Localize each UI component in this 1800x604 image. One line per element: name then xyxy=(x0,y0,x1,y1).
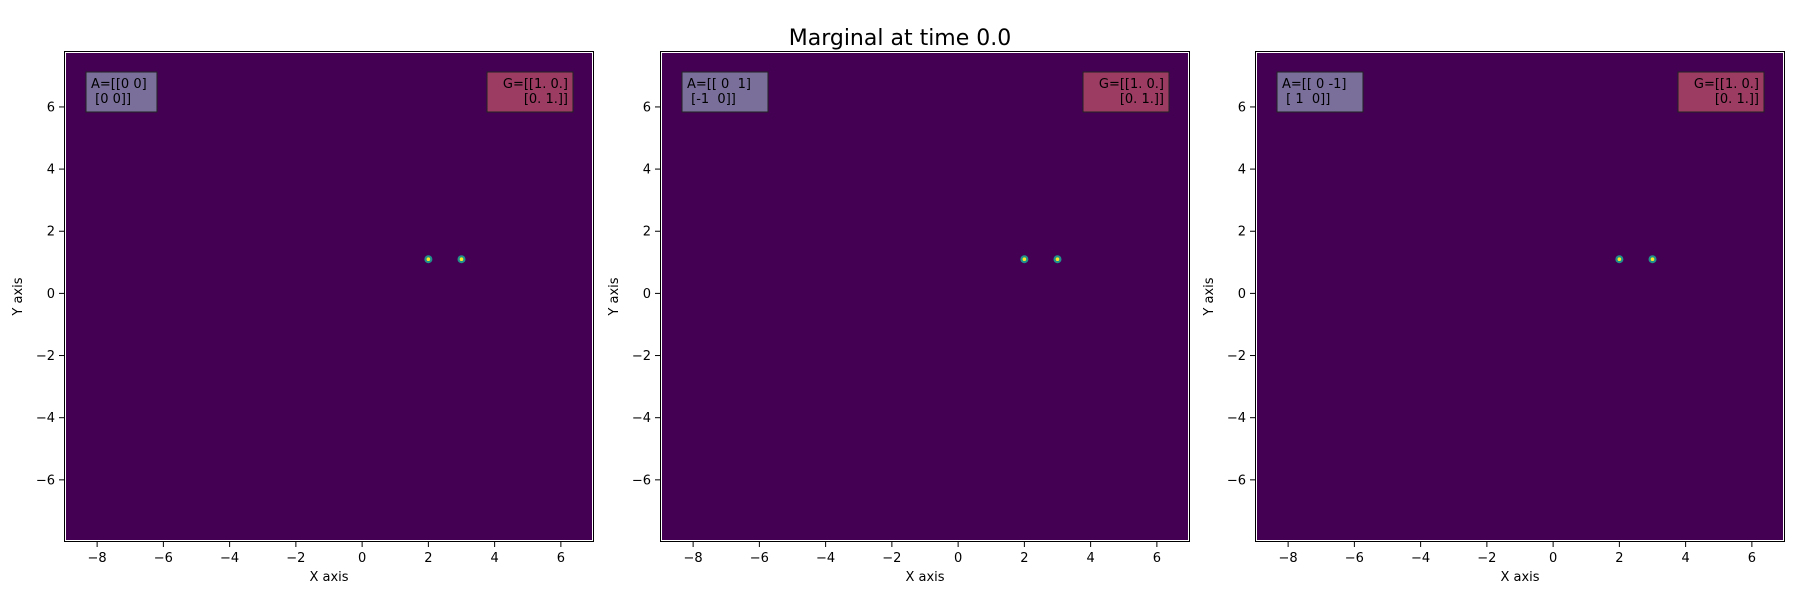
annotation-line: A=[[ 0 -1] xyxy=(1282,77,1347,92)
x-tick-label: −2 xyxy=(1477,551,1496,566)
annotation-line: [0 0]] xyxy=(91,92,131,107)
y-tick-label: −2 xyxy=(36,349,55,364)
data-point-core xyxy=(1617,257,1622,262)
x-tick-label: −2 xyxy=(882,551,901,566)
y-axis-label: Y axis xyxy=(11,277,26,316)
y-axis-label: Y axis xyxy=(1202,277,1217,316)
annotation-line: G=[[1. 0.] xyxy=(503,77,568,92)
x-tick-label: 0 xyxy=(954,551,962,566)
x-tick-label: −8 xyxy=(88,551,107,566)
chart-panel-2: −8 −6 −4 −2 0 2 4 6 −6 −4 −2 0 2 4 6 X axis Y axis A=[[ 0… xyxy=(607,51,1190,585)
x-tick-label: −8 xyxy=(1279,551,1298,566)
axes-frame xyxy=(1255,51,1785,542)
x-axis-label: X axis xyxy=(1500,570,1539,585)
x-axis-label: X axis xyxy=(905,570,944,585)
data-point-core xyxy=(426,257,431,262)
x-tick-label: −4 xyxy=(220,551,239,566)
y-tick-label: −4 xyxy=(632,411,651,426)
y-tick-label: 0 xyxy=(643,287,651,302)
x-tick-label: −4 xyxy=(1411,551,1430,566)
y-tick-label: −4 xyxy=(1227,411,1246,426)
annotation-box xyxy=(1276,71,1364,113)
y-tick-label: 4 xyxy=(1238,163,1246,178)
data-point xyxy=(457,255,466,264)
annotation-line: [0. 1.]] xyxy=(1116,92,1164,107)
data-point xyxy=(1053,255,1062,264)
annotation-line: [0. 1.]] xyxy=(520,92,568,107)
annotation-line: [-1 0]] xyxy=(687,92,736,107)
x-tick-label: 4 xyxy=(490,551,498,566)
annotation-a: A=[[ 0 1] [-1 0]] xyxy=(681,71,769,113)
axes-frame xyxy=(660,51,1190,542)
y-tick-label: 0 xyxy=(1238,287,1246,302)
annotation-line: G=[[1. 0.] xyxy=(1099,77,1164,92)
data-point xyxy=(1020,255,1029,264)
x-tick-label: −4 xyxy=(816,551,835,566)
annotation-line: [0. 1.]] xyxy=(1711,92,1759,107)
data-point-core xyxy=(1022,257,1027,262)
x-axis-label: X axis xyxy=(309,570,348,585)
x-tick-label: 4 xyxy=(1086,551,1094,566)
y-tick-label: −6 xyxy=(632,473,651,488)
chart-panel-3: −8 −6 −4 −2 0 2 4 6 −6 −4 −2 0 2 4 6 X axis Y axis A=[[ 0… xyxy=(1202,51,1785,585)
axes-frame xyxy=(64,51,594,542)
annotation-box xyxy=(486,71,574,113)
x-tick-label: −6 xyxy=(1345,551,1364,566)
x-tick-label: 2 xyxy=(424,551,432,566)
x-tick-label: −6 xyxy=(154,551,173,566)
y-tick-label: −2 xyxy=(1227,349,1246,364)
density-field xyxy=(66,53,592,540)
data-point xyxy=(424,255,433,264)
x-tick-label: −6 xyxy=(750,551,769,566)
x-tick-label: 0 xyxy=(358,551,366,566)
chart-panel-1: −8 −6 −4 −2 0 2 4 6 −6 −4 −2 0 2 4 6 X axis Y axis A=[[0 … xyxy=(11,51,594,585)
y-tick-label: 2 xyxy=(47,225,55,240)
x-tick-label: 0 xyxy=(1549,551,1557,566)
data-point xyxy=(1615,255,1624,264)
annotation-line: G=[[1. 0.] xyxy=(1694,77,1759,92)
y-tick-label: 2 xyxy=(643,225,651,240)
annotation-a: A=[[0 0] [0 0]] xyxy=(85,71,158,113)
y-axis-label: Y axis xyxy=(607,277,622,316)
x-tick-label: 6 xyxy=(1153,551,1161,566)
annotation-g: G=[[1. 0.] [0. 1.]] xyxy=(1082,71,1170,113)
annotation-box xyxy=(1082,71,1170,113)
data-point-core xyxy=(1650,257,1655,262)
data-point-core xyxy=(1055,257,1060,262)
y-tick-label: 4 xyxy=(643,163,651,178)
annotation-g: G=[[1. 0.] [0. 1.]] xyxy=(1677,71,1765,113)
x-tick-label: 2 xyxy=(1615,551,1623,566)
data-point xyxy=(1648,255,1657,264)
data-point-core xyxy=(459,257,464,262)
x-tick-label: 2 xyxy=(1020,551,1028,566)
y-tick-label: −6 xyxy=(36,473,55,488)
y-tick-label: 6 xyxy=(47,100,55,115)
annotation-box xyxy=(85,71,158,113)
y-tick-label: 0 xyxy=(47,287,55,302)
x-tick-label: −2 xyxy=(286,551,305,566)
annotation-line: A=[[ 0 1] xyxy=(687,77,751,92)
y-tick-label: −4 xyxy=(36,411,55,426)
x-tick-label: 4 xyxy=(1681,551,1689,566)
y-tick-label: 4 xyxy=(47,163,55,178)
y-tick-label: 6 xyxy=(1238,100,1246,115)
annotation-g: G=[[1. 0.] [0. 1.]] xyxy=(486,71,574,113)
figure-suptitle: Marginal at time 0.0 xyxy=(788,26,1012,51)
annotation-line: A=[[0 0] xyxy=(91,77,147,92)
x-tick-label: 6 xyxy=(557,551,565,566)
x-tick-label: 6 xyxy=(1748,551,1756,566)
density-field xyxy=(662,53,1188,540)
annotation-box xyxy=(681,71,769,113)
y-tick-label: −6 xyxy=(1227,473,1246,488)
y-tick-label: −2 xyxy=(632,349,651,364)
y-tick-label: 6 xyxy=(643,100,651,115)
annotation-line: [ 1 0]] xyxy=(1282,92,1330,107)
annotation-a: A=[[ 0 -1] [ 1 0]] xyxy=(1276,71,1364,113)
density-field xyxy=(1257,53,1783,540)
x-tick-label: −8 xyxy=(684,551,703,566)
y-tick-label: 2 xyxy=(1238,225,1246,240)
annotation-box xyxy=(1677,71,1765,113)
